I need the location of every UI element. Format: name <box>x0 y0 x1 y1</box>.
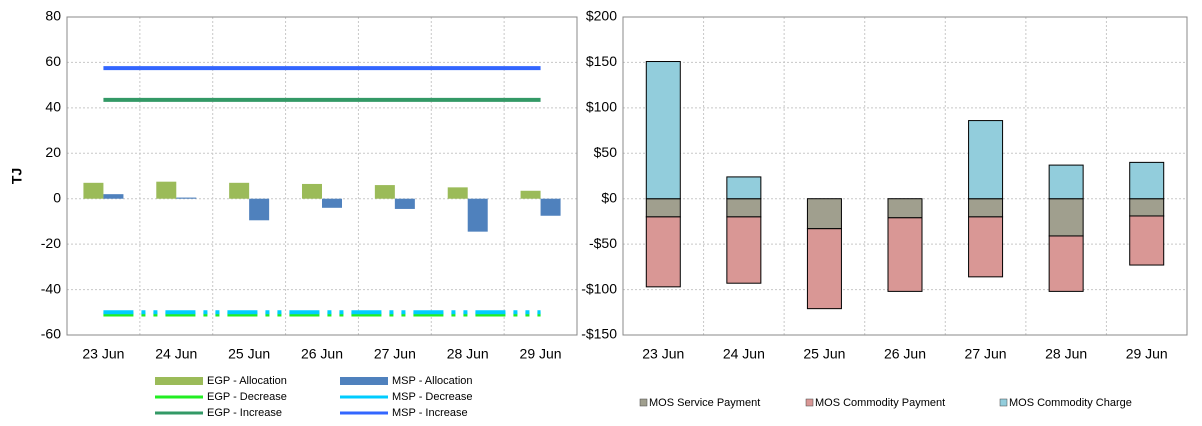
x-tick-label: 23 Jun <box>642 346 684 362</box>
bar <box>447 187 468 199</box>
x-tick-label: 25 Jun <box>803 346 845 362</box>
bar-segment <box>726 198 762 218</box>
legend-label: MOS Commodity Payment <box>815 397 945 409</box>
legend-swatch <box>155 377 203 385</box>
bar <box>83 182 104 199</box>
x-tick-label: 23 Jun <box>82 346 124 362</box>
plot-frame <box>66 16 578 336</box>
bar <box>229 182 250 199</box>
bar-segment <box>1129 198 1165 217</box>
x-tick-label: 24 Jun <box>723 346 765 362</box>
bar <box>302 183 322 199</box>
bar-segment <box>887 217 923 292</box>
bar <box>540 198 561 216</box>
x-tick-label: 24 Jun <box>155 346 197 362</box>
legend-swatch <box>805 398 814 407</box>
x-tick-label: 27 Jun <box>374 346 416 362</box>
legend-label: EGP - Increase <box>207 407 282 419</box>
bar <box>103 194 124 199</box>
legend-label: MOS Service Payment <box>649 397 760 409</box>
y-tick-label: 80 <box>45 8 61 24</box>
bar-segment <box>887 198 923 219</box>
bar-segment <box>1048 198 1084 237</box>
legend-swatch <box>639 398 648 407</box>
legend-swatch <box>340 377 388 385</box>
y-tick-label: -$100 <box>581 280 617 296</box>
bar-segment <box>968 198 1004 218</box>
bar-segment <box>645 198 681 218</box>
legend-label: MSP - Decrease <box>392 391 473 403</box>
bar <box>156 181 177 199</box>
y-tick-label: 40 <box>45 99 61 115</box>
legend-label: EGP - Decrease <box>207 391 287 403</box>
legend-swatch <box>999 398 1008 407</box>
x-tick-label: 28 Jun <box>1045 346 1087 362</box>
legend-label: MOS Commodity Charge <box>1009 397 1132 409</box>
y-tick-label: $0 <box>601 189 617 205</box>
y-tick-label: -20 <box>41 235 61 251</box>
y-tick-label: $100 <box>586 99 617 115</box>
y-tick-label: 60 <box>45 53 61 69</box>
bar-segment <box>968 216 1004 278</box>
bar <box>467 198 488 232</box>
bar <box>394 198 415 209</box>
bar-segment <box>806 228 842 310</box>
y-axis-label: TJ <box>9 168 25 184</box>
y-tick-label: -60 <box>41 326 61 342</box>
plot-frame <box>622 16 1188 336</box>
bar <box>374 185 395 199</box>
bar-segment <box>1129 215 1165 266</box>
bar-segment <box>1048 164 1084 200</box>
bar-segment <box>726 216 762 284</box>
y-tick-label: $200 <box>586 8 617 24</box>
bar <box>520 190 541 199</box>
x-tick-label: 29 Jun <box>1126 346 1168 362</box>
x-tick-label: 28 Jun <box>447 346 489 362</box>
bar-segment <box>1129 161 1165 200</box>
y-tick-label: $150 <box>586 53 617 69</box>
bar-segment <box>645 216 681 288</box>
y-tick-label: -$150 <box>581 326 617 342</box>
legend-label: EGP - Allocation <box>207 375 287 387</box>
bar-segment <box>726 176 762 200</box>
bar <box>322 198 342 208</box>
x-tick-label: 29 Jun <box>520 346 562 362</box>
bar-segment <box>968 120 1004 200</box>
x-tick-label: 26 Jun <box>884 346 926 362</box>
legend-label: MSP - Allocation <box>392 375 473 387</box>
legend-label: MSP - Increase <box>392 407 468 419</box>
bar-segment <box>645 61 681 200</box>
y-tick-label: -$50 <box>589 235 617 251</box>
bar-segment <box>1048 235 1084 292</box>
x-tick-label: 26 Jun <box>301 346 343 362</box>
bar <box>176 197 197 199</box>
y-tick-label: $50 <box>594 144 618 160</box>
x-tick-label: 25 Jun <box>228 346 270 362</box>
y-tick-label: -40 <box>41 280 61 296</box>
x-tick-label: 27 Jun <box>965 346 1007 362</box>
y-tick-label: 20 <box>45 144 61 160</box>
bar <box>249 198 270 221</box>
y-tick-label: 0 <box>53 189 61 205</box>
bar-segment <box>806 198 842 230</box>
